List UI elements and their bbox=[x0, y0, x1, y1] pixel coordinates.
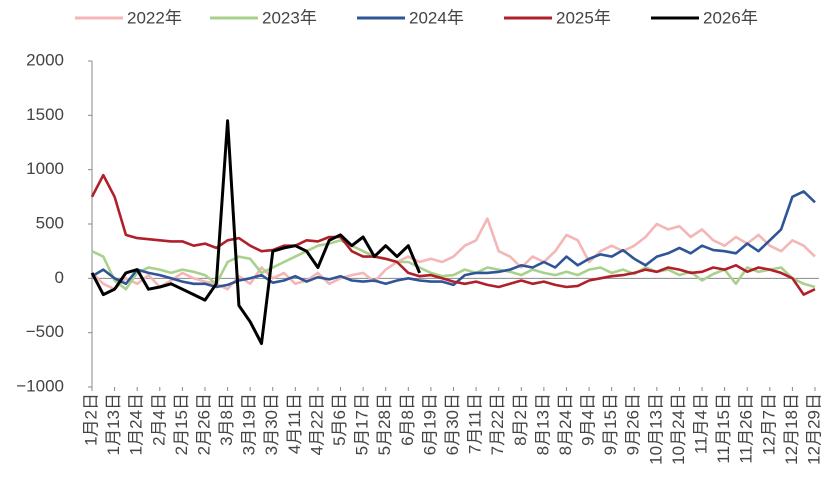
legend-label: 2024年 bbox=[409, 8, 464, 27]
x-tick-label: 5月6日 bbox=[330, 393, 349, 446]
x-tick-label: 2月15日 bbox=[172, 393, 191, 455]
x-tick-label: 8月13日 bbox=[533, 393, 552, 455]
x-tick-label: 10月24日 bbox=[669, 393, 688, 465]
legend-label: 2025年 bbox=[556, 8, 611, 27]
x-tick-label: 9月15日 bbox=[601, 393, 620, 455]
x-tick-label: 8月2日 bbox=[511, 393, 530, 446]
series-line bbox=[91, 190, 816, 289]
x-tick-label: 8月24日 bbox=[556, 393, 575, 455]
series-line bbox=[90, 119, 421, 345]
x-tick-label: 12月29日 bbox=[804, 393, 823, 465]
x-tick-label: 2月26日 bbox=[194, 393, 213, 455]
series-line bbox=[90, 173, 816, 296]
series-line bbox=[91, 217, 816, 291]
x-tick-label: 4月11日 bbox=[285, 393, 304, 454]
x-tick-label: 3月8日 bbox=[217, 393, 236, 446]
x-tick-label: 9月4日 bbox=[579, 393, 598, 446]
y-tick-label: 500 bbox=[36, 213, 64, 232]
x-tick-label: 12月7日 bbox=[759, 393, 778, 455]
x-tick-label: 1月13日 bbox=[104, 393, 123, 455]
x-tick-label: 1月2日 bbox=[81, 393, 100, 446]
x-tick-label: 5月28日 bbox=[375, 393, 394, 455]
x-tick-label: 10月13日 bbox=[646, 393, 665, 465]
x-tick-label: 6月8日 bbox=[398, 393, 417, 446]
y-tick-label: 1500 bbox=[26, 105, 64, 124]
x-tick-label: 6月30日 bbox=[443, 393, 462, 455]
x-tick-label: 3月19日 bbox=[240, 393, 259, 455]
y-tick-label: −1000 bbox=[16, 376, 64, 395]
x-tick-label: 12月18日 bbox=[782, 393, 801, 465]
legend-label: 2026年 bbox=[703, 8, 758, 27]
legend-label: 2022年 bbox=[127, 8, 182, 27]
series-line bbox=[91, 239, 816, 291]
y-tick-label: −500 bbox=[26, 322, 64, 341]
x-tick-label: 7月11日 bbox=[466, 393, 485, 454]
x-tick-label: 11月15日 bbox=[714, 393, 733, 464]
x-tick-label: 5月17日 bbox=[353, 393, 372, 455]
x-tick-label: 6月19日 bbox=[420, 393, 439, 455]
y-tick-label: 1000 bbox=[26, 159, 64, 178]
y-tick-label: 2000 bbox=[26, 50, 64, 69]
x-tick-label: 11月4日 bbox=[692, 393, 711, 454]
x-tick-label: 11月26日 bbox=[737, 393, 756, 464]
x-tick-label: 7月22日 bbox=[488, 393, 507, 455]
x-tick-label: 4月22日 bbox=[307, 393, 326, 455]
x-tick-label: 3月30日 bbox=[262, 393, 281, 455]
x-tick-label: 2月4日 bbox=[149, 393, 168, 446]
legend-label: 2023年 bbox=[262, 8, 317, 27]
y-tick-label: 0 bbox=[55, 268, 64, 287]
x-tick-label: 9月26日 bbox=[624, 393, 643, 455]
x-tick-label: 1月24日 bbox=[127, 393, 146, 455]
